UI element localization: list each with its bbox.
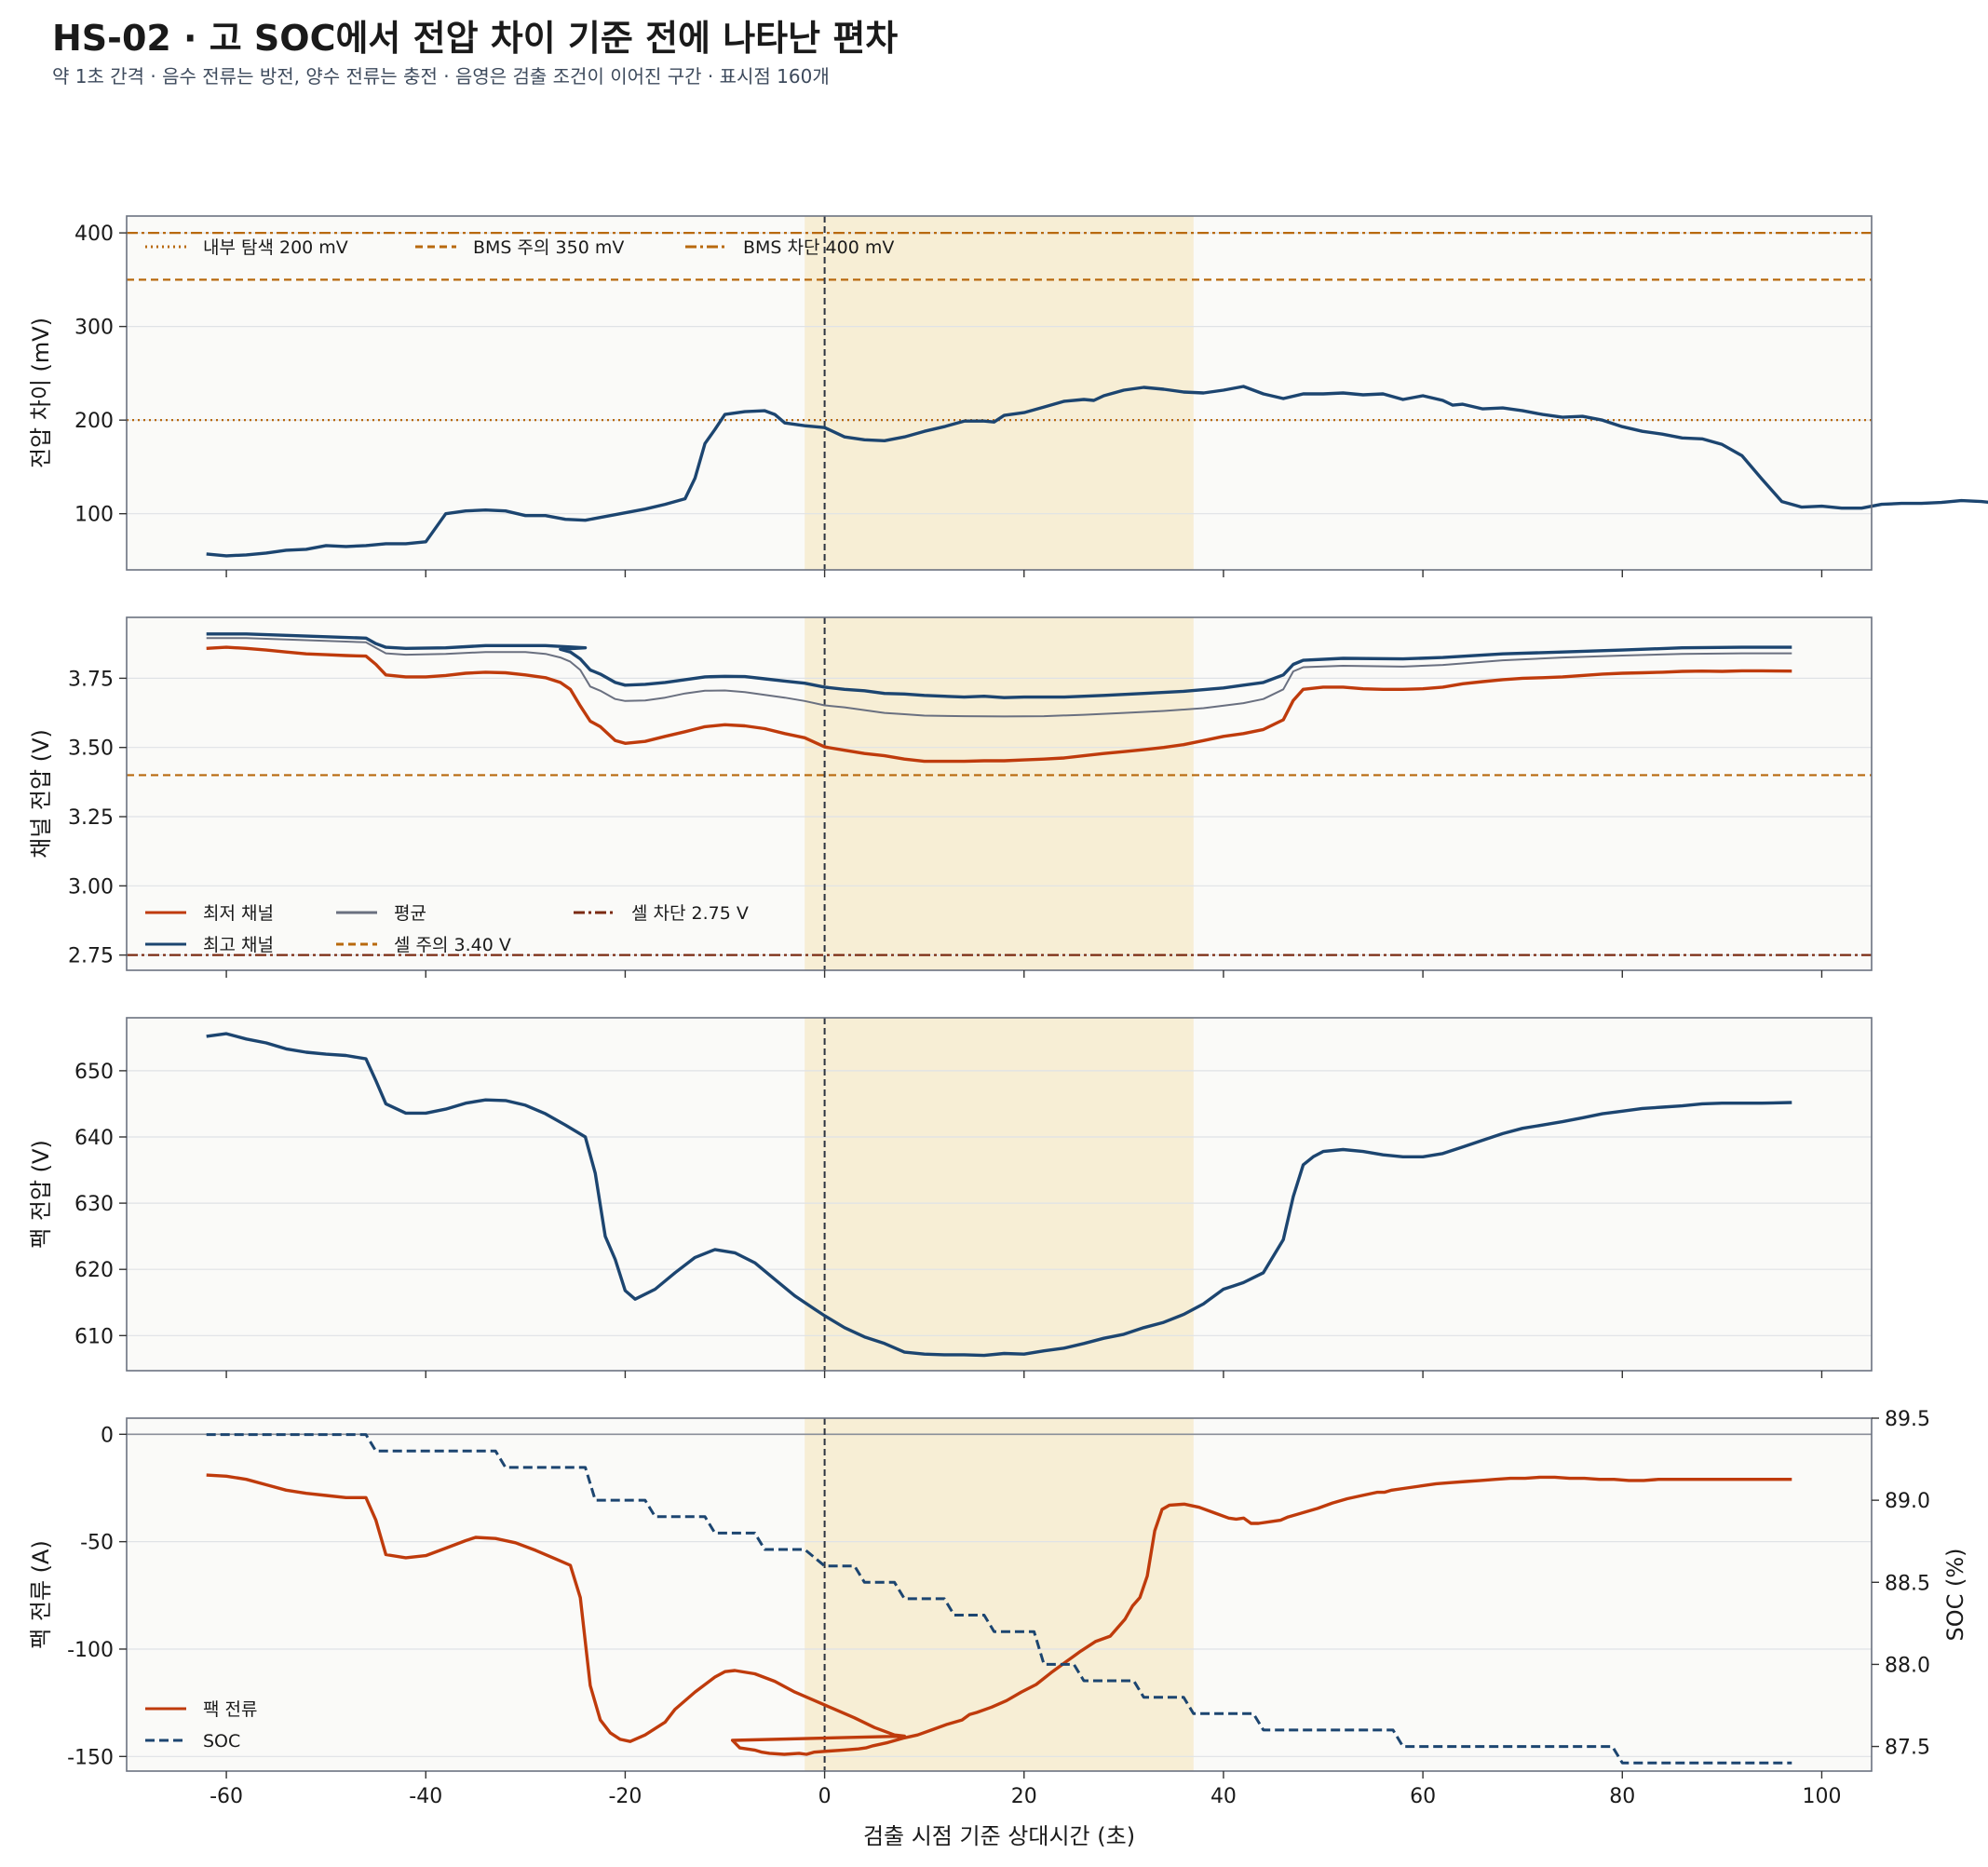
x-tick-label: -20 — [608, 1785, 642, 1808]
axes-frame — [126, 215, 1873, 571]
detection-shade — [805, 216, 1194, 570]
x-tick-label: -60 — [210, 1785, 243, 1808]
y-tick-label: -50 — [80, 1532, 114, 1555]
y-tick-label: 3.25 — [68, 806, 114, 830]
y-tick-label: 3.00 — [68, 875, 114, 899]
legend-label: 평균 — [394, 903, 426, 924]
panel-1: 100 200 300 400 전압 차이 (mV) 내부 탐색 200 mV BMS 주의… — [28, 215, 1988, 577]
y-axis-label: 전압 차이 (mV) — [28, 318, 54, 468]
chart-subtitle: 약 1초 간격 · 음수 전류는 방전, 양수 전류는 충전 · 음영은 검출 … — [52, 65, 830, 88]
y-axis-label: 팩 전압 (V) — [28, 1140, 54, 1249]
y2-tick-label: 88.0 — [1885, 1654, 1930, 1677]
y-tick-label: 3.50 — [68, 737, 114, 761]
y-tick-label: 640 — [74, 1127, 114, 1150]
y2-tick-label: 87.5 — [1885, 1737, 1930, 1760]
legend-label: 최저 채널 — [203, 903, 274, 924]
chart-title: HS-02 · 고 SOC에서 전압 차이 기준 전에 나타난 편차 — [52, 18, 899, 59]
y-axis-label: 채널 전압 (V) — [28, 729, 54, 859]
x-tick-label: 40 — [1210, 1785, 1237, 1808]
series-line — [206, 1473, 1792, 1756]
panel-4: -150 -100 -50 0 87.5 88.0 88.5 89.0 89.5 -60 -40 -2… — [28, 1408, 1968, 1849]
x-axis-label: 검출 시점 기준 상대시간 (초) — [863, 1823, 1135, 1849]
x-tick-label: -40 — [409, 1785, 442, 1808]
series-line — [206, 645, 1792, 764]
x-tick-label: 0 — [818, 1785, 832, 1808]
y-tick-label: 630 — [74, 1193, 114, 1216]
legend-label: BMS 주의 350 mV — [473, 237, 624, 258]
y-tick-label: 0 — [101, 1424, 114, 1447]
y2-tick-label: 89.5 — [1885, 1408, 1930, 1431]
legend-label: 최고 채널 — [203, 935, 274, 955]
legend-label: BMS 차단 400 mV — [743, 237, 894, 258]
y-tick-label: 3.75 — [68, 668, 114, 691]
legend-label: 팩 전류 — [203, 1699, 257, 1720]
x-tick-label: 80 — [1609, 1785, 1635, 1808]
y-tick-label: 610 — [74, 1325, 114, 1348]
y-tick-label: 200 — [74, 410, 114, 433]
y-tick-label: 100 — [74, 504, 114, 527]
y-tick-label: 2.75 — [68, 945, 114, 968]
detection-shade — [805, 617, 1194, 970]
y-tick-label: -150 — [67, 1746, 114, 1769]
y2-tick-label: 88.5 — [1885, 1572, 1930, 1595]
y-tick-label: 300 — [74, 317, 114, 340]
detection-shade — [805, 1018, 1194, 1371]
x-tick-label: 60 — [1410, 1785, 1436, 1808]
axes-frame — [126, 1017, 1873, 1372]
series-line — [206, 632, 1792, 699]
y-tick-label: 400 — [74, 223, 114, 246]
series-line — [206, 1433, 1792, 1765]
y-tick-label: 620 — [74, 1259, 114, 1282]
legend-label: SOC — [203, 1731, 240, 1752]
y-axis-label: 팩 전류 (A) — [28, 1540, 54, 1649]
legend-label: 내부 탐색 200 mV — [203, 237, 348, 258]
series-line — [206, 637, 1792, 718]
legend-label: 셀 주의 3.40 V — [394, 935, 511, 955]
y-tick-label: 650 — [74, 1061, 114, 1084]
x-tick-label: 20 — [1011, 1785, 1037, 1808]
y-tick-label: -100 — [67, 1639, 114, 1662]
axes-frame — [126, 616, 1873, 971]
y2-tick-label: 89.0 — [1885, 1490, 1930, 1513]
series-line — [206, 385, 1988, 558]
axes-frame — [126, 1417, 1873, 1772]
panel-3: 610 620 630 640 650 팩 전압 (V) — [28, 1017, 1873, 1378]
x-tick-label: 100 — [1802, 1785, 1841, 1808]
legend-label: 셀 차단 2.75 V — [631, 903, 749, 924]
detection-shade — [805, 1418, 1194, 1771]
series-line — [206, 1032, 1792, 1358]
y2-axis-label: SOC (%) — [1942, 1548, 1968, 1641]
